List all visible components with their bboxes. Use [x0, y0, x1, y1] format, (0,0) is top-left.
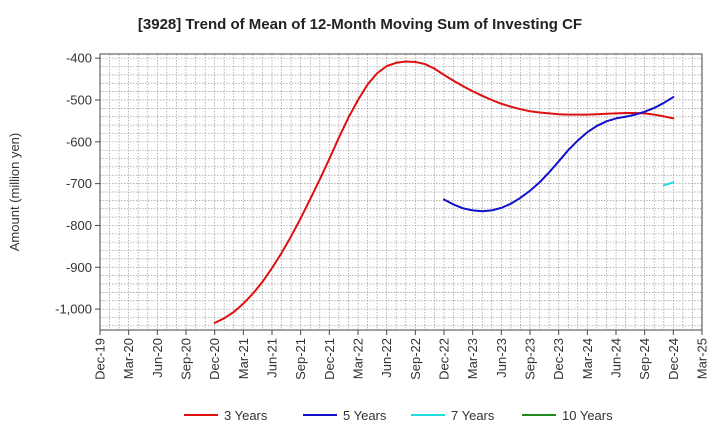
y-tick-label: -700 [66, 176, 92, 191]
series-lines [213, 60, 675, 324]
series-line-3-years [213, 60, 675, 324]
x-tick-label: Mar-23 [465, 338, 480, 379]
legend-label-3-years: 3 Years [224, 408, 268, 423]
y-axis-label: Amount (million yen) [7, 133, 22, 252]
x-tick-label: Mar-21 [236, 338, 251, 379]
x-tick-label: Jun-24 [609, 338, 624, 378]
x-tick-label: Dec-23 [551, 338, 566, 380]
x-tick-label: Dec-20 [207, 338, 222, 380]
y-tick-label: -600 [66, 134, 92, 149]
x-tick-label: Dec-24 [666, 338, 681, 380]
x-tick-label: Dec-22 [437, 338, 452, 380]
chart-title: [3928] Trend of Mean of 12-Month Moving … [138, 16, 582, 33]
y-tick-label: -500 [66, 93, 92, 108]
series-line-5-years [443, 96, 675, 213]
x-tick-label: Jun-22 [379, 338, 394, 378]
x-tick-label: Sep-21 [293, 338, 308, 380]
x-tick-label: Sep-22 [408, 338, 423, 380]
y-tick-label: -1,000 [55, 302, 92, 317]
legend-label-5-years: 5 Years [343, 408, 387, 423]
x-tick-label: Dec-21 [322, 338, 337, 380]
x-tick-label: Mar-25 [695, 338, 710, 379]
plot-frame [99, 53, 703, 331]
x-tick-label: Jun-21 [265, 338, 280, 378]
x-tick-label: Sep-20 [179, 338, 194, 380]
y-ticks: -400 -500 -600 -700 -800 -900 -1,000 [55, 51, 100, 317]
x-tick-label: Jun-23 [494, 338, 509, 378]
x-tick-label: Mar-24 [580, 338, 595, 379]
series-line-7-years [662, 181, 675, 187]
x-tick-label: Dec-19 [93, 338, 108, 380]
x-tick-label: Jun-20 [150, 338, 165, 378]
legend-label-7-years: 7 Years [451, 408, 495, 423]
legend: 3 Years 5 Years 7 Years 10 Years [184, 408, 613, 423]
x-tick-label: Sep-24 [637, 338, 652, 380]
x-ticks: Dec-19 Mar-20 Jun-20 Sep-20 Dec-20 Mar-21 Jun-… [93, 330, 710, 380]
x-tick-label: Sep-23 [523, 338, 538, 380]
x-tick-label: Mar-20 [121, 338, 136, 379]
y-tick-label: -900 [66, 260, 92, 275]
y-tick-label: -400 [66, 51, 92, 66]
y-tick-label: -800 [66, 218, 92, 233]
legend-label-10-years: 10 Years [562, 408, 613, 423]
grid [100, 54, 702, 330]
x-tick-label: Mar-22 [351, 338, 366, 379]
